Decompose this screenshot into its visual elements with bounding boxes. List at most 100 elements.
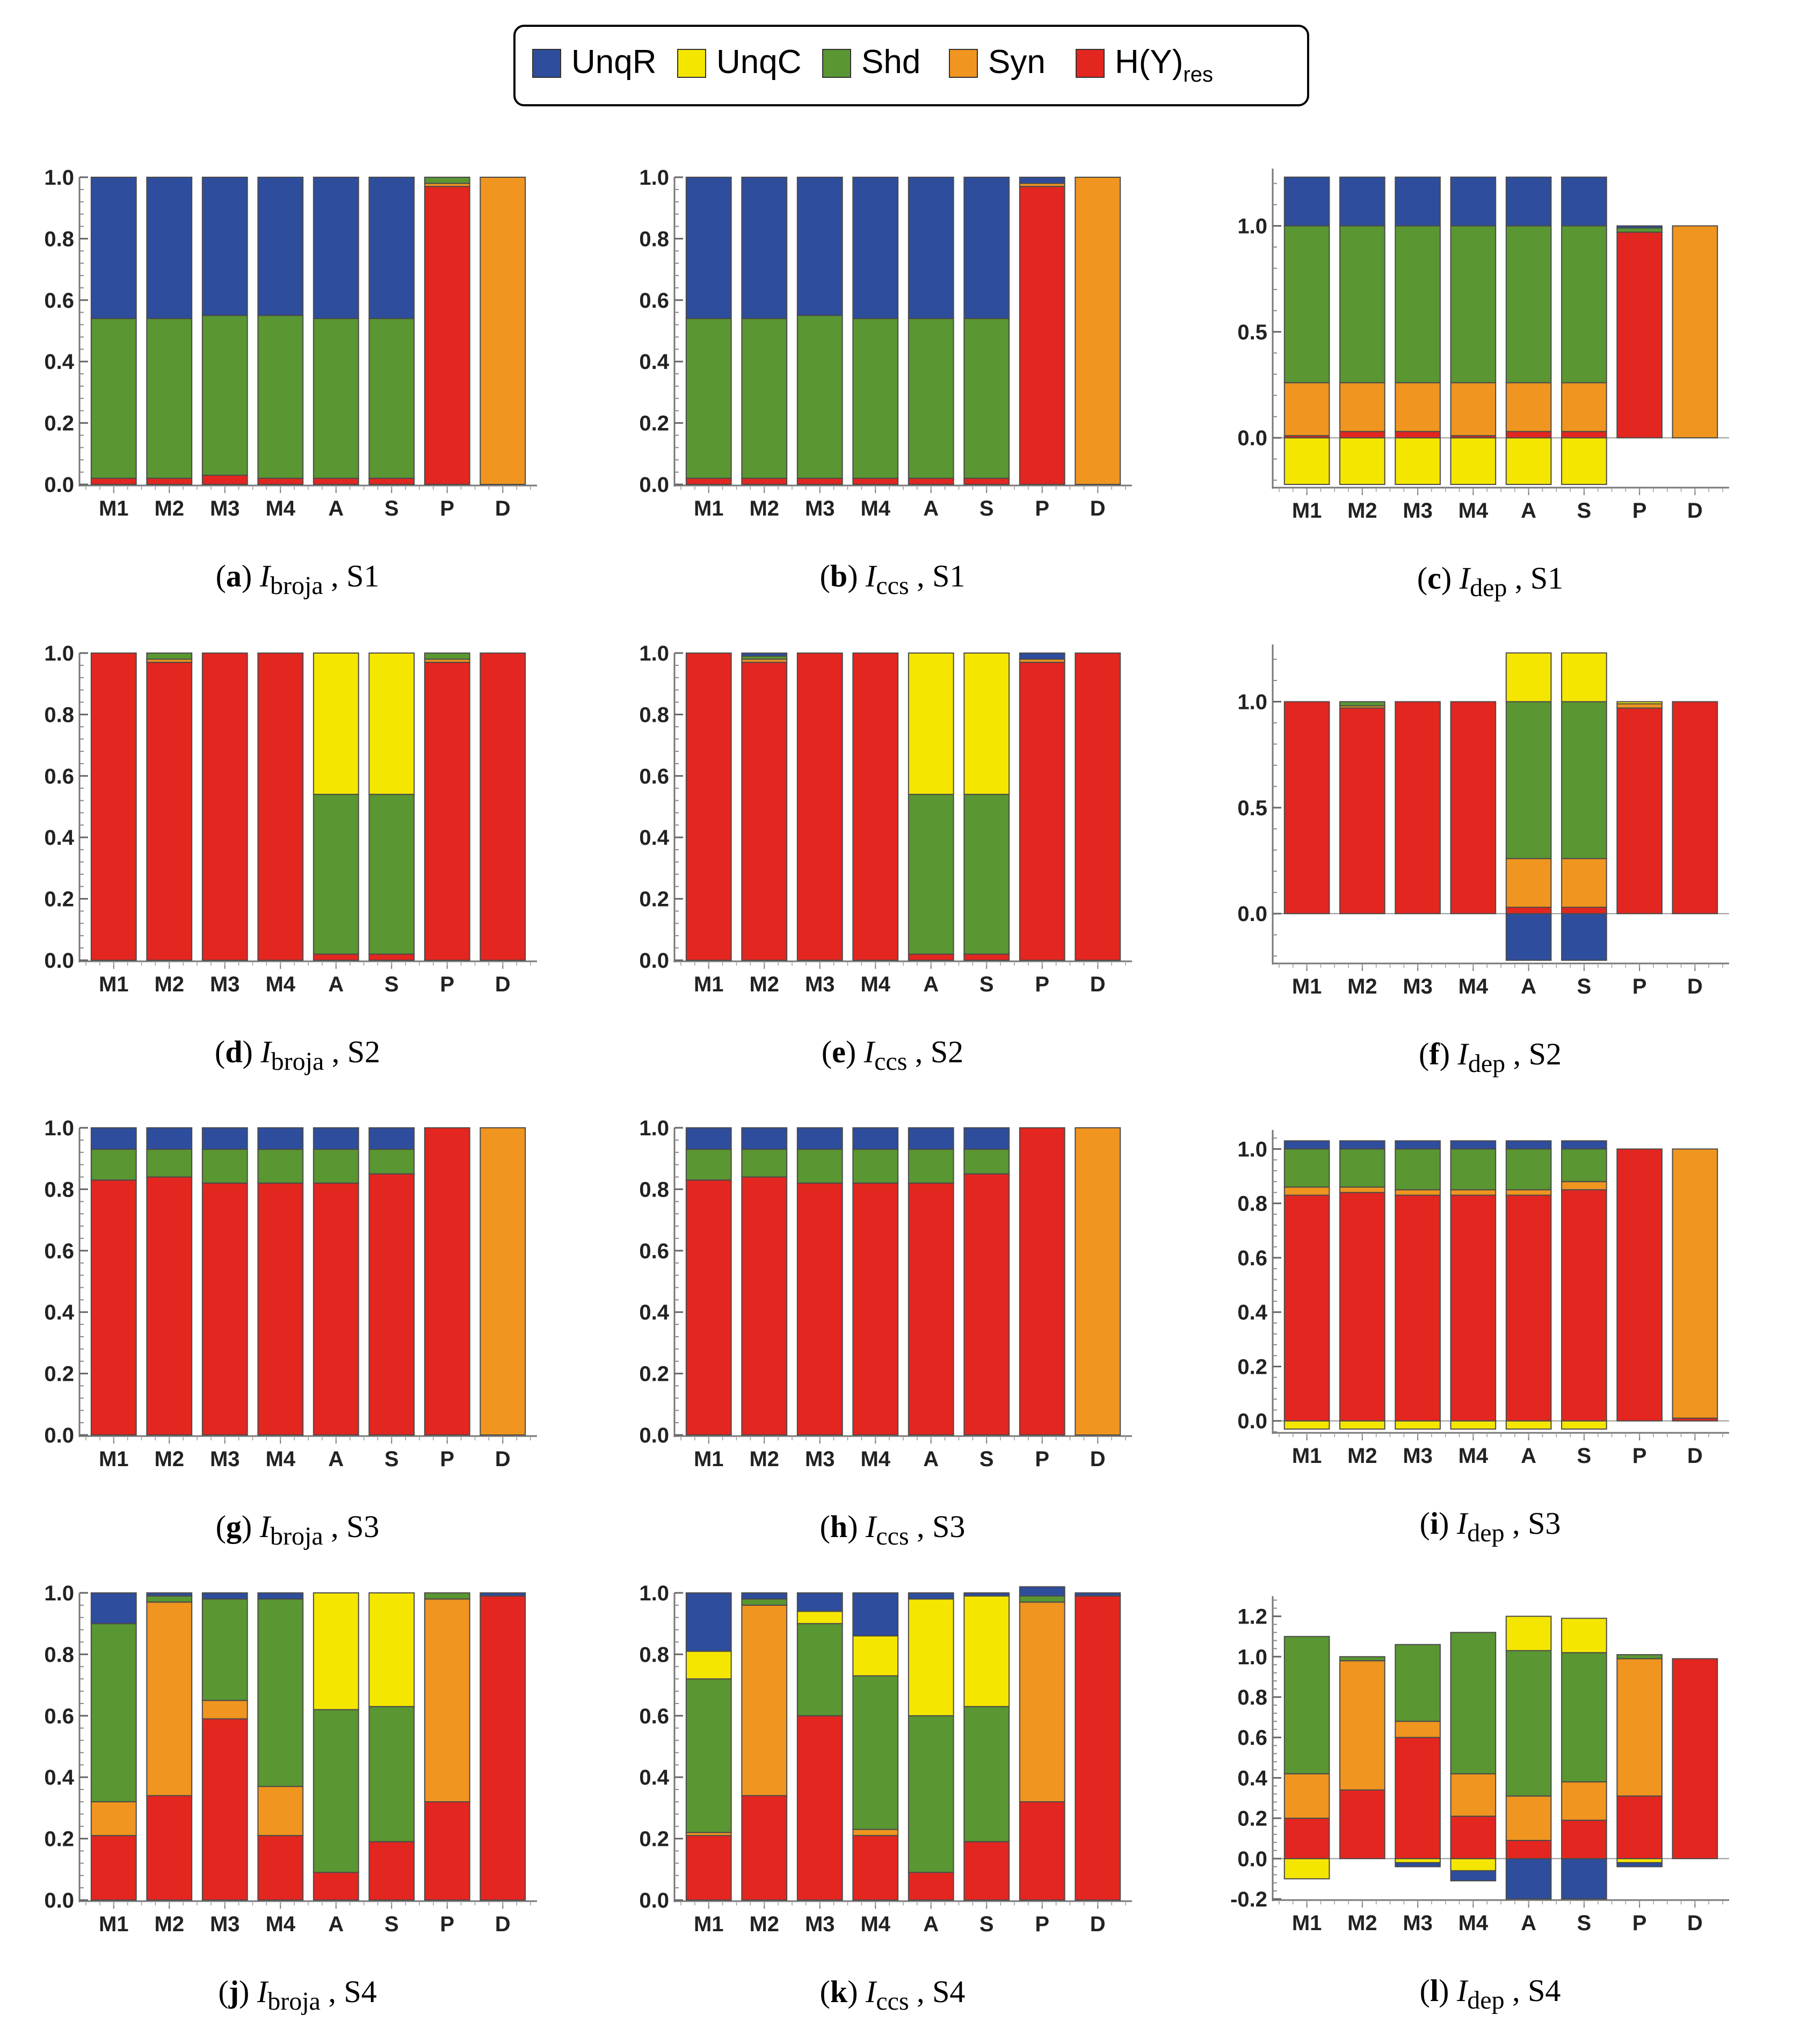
bar-segment-hres xyxy=(201,1182,248,1436)
y-tick-label: 1.2 xyxy=(1237,1605,1267,1629)
bar-segment-unqr xyxy=(1283,1140,1330,1150)
bar-segment-hres xyxy=(313,1182,359,1436)
x-tick-label: M4 xyxy=(1458,1444,1489,1468)
legend-label-hres: H(Y)res xyxy=(1115,44,1213,86)
bar-segment-shd xyxy=(424,1592,470,1600)
bar-segment-unqr xyxy=(1505,1858,1552,1900)
bar-segment-shd xyxy=(1339,701,1385,707)
bar-segment-hres xyxy=(90,477,137,485)
bar-segment-hres xyxy=(1283,701,1330,915)
x-tick-label: M2 xyxy=(154,1912,184,1936)
x-tick-label: M3 xyxy=(1403,1444,1433,1468)
bar-segment-unqc xyxy=(1616,701,1663,705)
bar-segment-unqr xyxy=(1450,1870,1497,1882)
chart-h: 0.0 0.2 0.4 0.6 0.8 1.0 M1 M2 M3 M4 A S P D (h) Iccs ,… xyxy=(639,1117,1132,1550)
y-tick-label: 0.0 xyxy=(44,1424,74,1447)
bar-segment-shd xyxy=(257,1598,304,1787)
bar-segment-hres xyxy=(1339,1789,1385,1859)
bar-segment-hres xyxy=(424,1127,470,1436)
x-tick-label: P xyxy=(1035,1912,1049,1936)
bar-segment-unqr xyxy=(201,1127,248,1150)
bar-segment-shd xyxy=(1561,1148,1607,1183)
bar-segment-unqc xyxy=(963,653,1010,795)
x-tick-label: P xyxy=(1035,1447,1049,1471)
x-tick-label: M3 xyxy=(1403,1911,1433,1935)
x-tick-label: M3 xyxy=(210,1447,240,1471)
bar-segment-hres xyxy=(146,1795,193,1901)
y-tick-label: 1.0 xyxy=(639,1117,669,1140)
bar-segment-syn xyxy=(1019,1601,1065,1802)
y-tick-label: 0.6 xyxy=(44,289,74,313)
x-tick-label: M2 xyxy=(749,497,779,520)
bar-segment-shd xyxy=(201,1149,248,1184)
bar-segment-unqc xyxy=(685,1650,732,1680)
y-tick-label: 0.4 xyxy=(639,1301,669,1324)
y-tick-label: 0.4 xyxy=(639,826,669,850)
bar-segment-syn xyxy=(1395,1189,1441,1196)
y-tick-label: 0.0 xyxy=(1237,1410,1267,1433)
bar-segment-hres xyxy=(90,653,137,961)
bar-segment-hres xyxy=(1616,231,1663,439)
y-tick-label: 0.0 xyxy=(44,949,74,973)
y-tick-label: 0.4 xyxy=(1237,1301,1267,1324)
bar-segment-unqr xyxy=(963,177,1010,320)
x-tick-label: M4 xyxy=(860,1912,890,1936)
bar-segment-unqr xyxy=(1395,1862,1441,1867)
x-tick-label: D xyxy=(1090,497,1106,520)
bar-segment-hres xyxy=(1283,1817,1330,1859)
bar-segment-unqr xyxy=(90,1127,137,1150)
bar-segment-shd xyxy=(1616,1654,1663,1659)
bar-segment-hres xyxy=(1561,1189,1607,1422)
bar-segment-syn xyxy=(257,1786,304,1836)
caption-d: (d) Ibroja , S2 xyxy=(215,1034,380,1076)
y-tick-label: 0.2 xyxy=(639,412,669,436)
bar-segment-hres xyxy=(257,477,304,485)
y-tick-label: 0.0 xyxy=(639,1424,669,1447)
x-tick-label: M3 xyxy=(805,1912,835,1936)
x-tick-label: M1 xyxy=(694,1447,724,1471)
caption-h: (h) Iccs , S3 xyxy=(820,1509,966,1550)
bar-segment-unqr xyxy=(1505,913,1552,961)
bar-segment-unqr xyxy=(741,1592,788,1600)
bar-segment-hres xyxy=(1672,1658,1718,1859)
bar-segment-unqc xyxy=(1561,1420,1607,1430)
bar-segment-syn xyxy=(1339,1186,1385,1193)
x-tick-label: D xyxy=(495,497,511,520)
bar-segment-unqc xyxy=(1450,437,1497,485)
bar-segment-hres xyxy=(1561,907,1607,915)
bar-segment-shd xyxy=(90,1623,137,1802)
bar-segment-shd xyxy=(852,1149,899,1184)
bar-segment-hres xyxy=(146,477,193,485)
bar-segment-shd xyxy=(368,318,415,479)
bar-segment-hres xyxy=(201,653,248,961)
x-tick-label: M2 xyxy=(1347,1911,1377,1935)
bar-segment-syn xyxy=(1339,382,1385,432)
y-tick-label: 1.0 xyxy=(1237,215,1267,238)
x-tick-label: S xyxy=(979,973,994,996)
bar-segment-unqr xyxy=(257,1592,304,1600)
x-tick-label: M2 xyxy=(154,497,184,520)
bar-segment-unqc xyxy=(368,1592,415,1707)
bar-segment-shd xyxy=(424,653,470,660)
bar-segment-unqr xyxy=(1616,1862,1663,1867)
bar-segment-syn xyxy=(424,1598,470,1802)
y-tick-label: 0.6 xyxy=(639,1705,669,1728)
y-tick-label: 0.0 xyxy=(1237,426,1267,450)
caption-b: (b) Iccs , S1 xyxy=(820,559,966,600)
x-tick-label: S xyxy=(979,1912,994,1936)
caption-g: (g) Ibroja , S3 xyxy=(216,1509,380,1550)
bar-segment-unqr xyxy=(1561,176,1607,227)
x-tick-label: M2 xyxy=(749,973,779,996)
bar-segment-unqr xyxy=(1019,653,1065,660)
bar-segment-syn xyxy=(1395,1721,1441,1738)
x-tick-label: S xyxy=(384,1447,399,1471)
chart-e: 0.0 0.2 0.4 0.6 0.8 1.0 M1 M2 M3 M4 A S P D (e) Iccs ,… xyxy=(639,642,1132,1076)
y-tick-label: 0.0 xyxy=(639,1889,669,1912)
bar-segment-hres xyxy=(1505,431,1552,439)
bar-segment-hres xyxy=(908,477,954,485)
bar-segment-shd xyxy=(1450,225,1497,383)
bar-segment-unqr xyxy=(368,1127,415,1150)
x-tick-label: D xyxy=(1687,499,1703,523)
chart-g: 0.0 0.2 0.4 0.6 0.8 1.0 M1 M2 M3 M4 A S P D (g) Ibroja… xyxy=(44,1117,537,1550)
